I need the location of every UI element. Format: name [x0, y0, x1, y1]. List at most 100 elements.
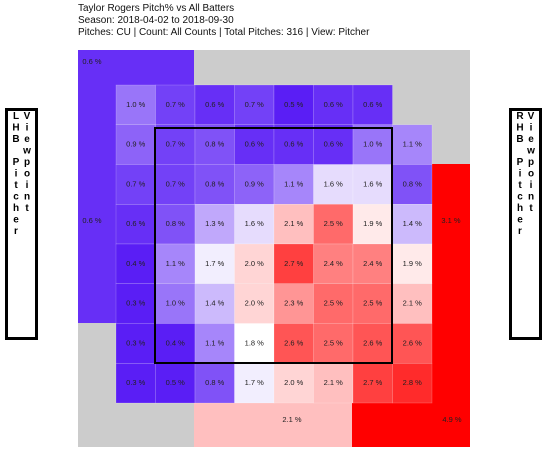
cell — [392, 323, 433, 364]
cell-label: 2.6 % — [284, 338, 304, 347]
cell — [234, 283, 275, 324]
cell-label: 2.6 % — [363, 338, 383, 347]
cell — [273, 243, 314, 284]
cell-label: 0.4 % — [126, 259, 146, 268]
cell — [194, 124, 235, 165]
cell — [313, 323, 354, 364]
cell-label: 1.6 % — [245, 219, 265, 228]
cell — [352, 84, 393, 125]
cell-label: 1.7 % — [245, 378, 265, 387]
cell-label: 0.6 % — [245, 140, 265, 149]
cell — [115, 124, 156, 165]
cell-label: 2.0 % — [245, 299, 265, 308]
cell-label: 1.8 % — [245, 338, 265, 347]
cell — [313, 204, 354, 245]
cell — [273, 283, 314, 324]
title: Taylor Rogers Pitch% vs All Batters Seas… — [78, 3, 369, 39]
cell — [115, 323, 156, 364]
cell-label: 2.1 % — [324, 378, 344, 387]
cell — [273, 84, 314, 125]
cell — [194, 164, 235, 205]
cell — [234, 124, 275, 165]
outer-zone — [352, 323, 470, 447]
cell-label: 2.5 % — [324, 219, 344, 228]
cell-label: 1.6 % — [363, 179, 383, 188]
right-label-box: RHB Pitcher Viewpoint — [509, 108, 542, 340]
cell — [115, 164, 156, 205]
cell — [273, 164, 314, 205]
cell-label: 1.6 % — [324, 179, 344, 188]
cell-label: 2.1 % — [403, 299, 423, 308]
cell-label: 2.1 % — [284, 219, 304, 228]
outer-zone — [194, 403, 352, 447]
cell — [234, 164, 275, 205]
cell-label: 2.6 % — [403, 338, 423, 347]
cell — [155, 243, 196, 284]
cell — [313, 124, 354, 165]
cell-label: 0.7 % — [166, 140, 186, 149]
cell — [234, 84, 275, 125]
cell — [313, 84, 354, 125]
cell — [352, 363, 393, 404]
cell — [155, 204, 196, 245]
cell-label: 1.1 % — [403, 140, 423, 149]
title-line: Pitches: CU | Count: All Counts | Total … — [78, 27, 370, 38]
title-line: Season: 2018-04-02 to 2018-09-30 — [78, 15, 234, 26]
cell-label: 0.3 % — [126, 338, 146, 347]
cell — [352, 243, 393, 284]
cell — [155, 323, 196, 364]
cell-label: 2.4 % — [324, 259, 344, 268]
cell-label: 0.6 % — [126, 219, 146, 228]
cell-label: 2.5 % — [324, 299, 344, 308]
cell-label: 1.1 % — [166, 259, 186, 268]
cell-label: 2.0 % — [284, 378, 304, 387]
cell-label: 0.8 % — [166, 219, 186, 228]
cell-label: 1.9 % — [403, 259, 423, 268]
cell-label: 1.9 % — [363, 219, 383, 228]
cell-label: 2.5 % — [363, 299, 383, 308]
cell-label: 1.4 % — [205, 299, 225, 308]
cell — [392, 204, 433, 245]
cell — [115, 363, 156, 404]
cell — [313, 243, 354, 284]
strike-zone — [154, 127, 393, 364]
cell — [155, 124, 196, 165]
cell — [392, 363, 433, 404]
right-label: RHB Pitcher Viewpoint — [514, 111, 537, 238]
cell — [234, 204, 275, 245]
cell-label: 0.6 % — [324, 140, 344, 149]
cell-label: 1.1 % — [284, 179, 304, 188]
cell-label: 1.3 % — [205, 219, 225, 228]
zone-label: 4.9 % — [442, 415, 462, 424]
cell-label: 2.8 % — [403, 378, 423, 387]
cell — [273, 124, 314, 165]
cell-label: 1.0 % — [126, 100, 146, 109]
cell-label: 0.6 % — [363, 100, 383, 109]
cell-label: 0.9 % — [245, 179, 265, 188]
cell-label: 2.0 % — [245, 259, 265, 268]
left-label-box: LHB Pitcher Viewpoint — [5, 108, 38, 340]
cell — [155, 84, 196, 125]
cell — [352, 323, 393, 364]
cell — [273, 323, 314, 364]
cell — [115, 283, 156, 324]
cell-label: 0.6 % — [284, 140, 304, 149]
cell-label: 0.6 % — [324, 100, 344, 109]
cell-label: 1.4 % — [403, 219, 423, 228]
cell-label: 0.7 % — [166, 100, 186, 109]
zone-label: 0.6 % — [82, 216, 102, 225]
zone-label: 0.6 % — [82, 57, 102, 66]
cell-label: 0.4 % — [166, 338, 186, 347]
cell — [273, 363, 314, 404]
cell-label: 0.6 % — [205, 100, 225, 109]
cell-label: 0.7 % — [245, 100, 265, 109]
cell-label: 1.1 % — [205, 338, 225, 347]
cell-label: 0.3 % — [126, 378, 146, 387]
cell-label: 0.3 % — [126, 299, 146, 308]
cell-label: 1.0 % — [363, 140, 383, 149]
zone-label: 3.1 % — [441, 216, 461, 225]
cell-label: 2.4 % — [363, 259, 383, 268]
cell — [273, 204, 314, 245]
cell-label: 0.5 % — [166, 378, 186, 387]
